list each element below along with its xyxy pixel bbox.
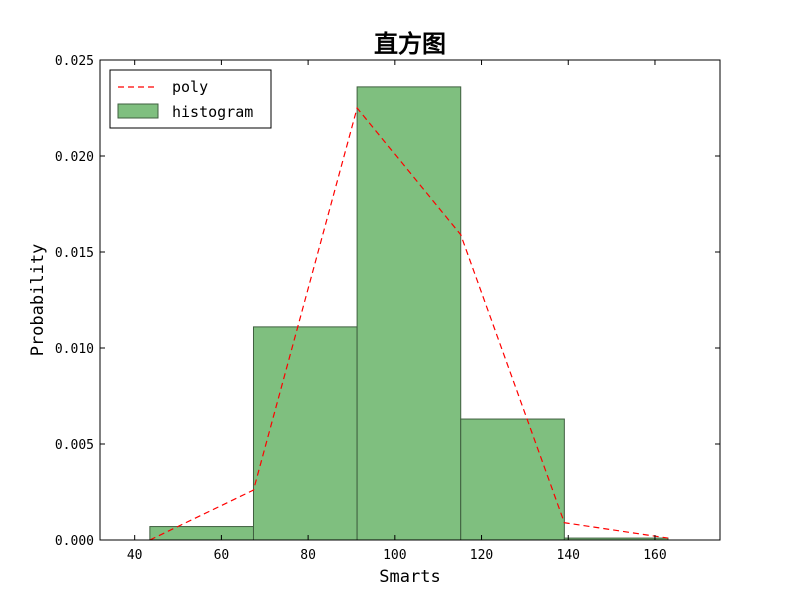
y-tick-label: 0.020 (55, 150, 94, 165)
ticks-layer: 40 60 80 100 120 140 160 0.000 0.005 0.010 0.015 0.… (55, 54, 720, 563)
legend: poly histogram (109, 69, 272, 129)
y-tick-label: 0.000 (55, 534, 94, 549)
histogram-bar-2 (252, 326, 358, 541)
x-tick-label: 140 (557, 548, 580, 563)
chart-title: 直方图 (374, 30, 446, 58)
x-tick-label: 80 (300, 548, 316, 563)
poly-layer (149, 106, 669, 541)
x-tick-label: 40 (127, 548, 143, 563)
y-tick-label: 0.010 (55, 342, 94, 357)
legend-histogram-swatch (117, 103, 159, 119)
y-axis-label: Probability (28, 244, 48, 357)
bars-layer (149, 86, 669, 541)
legend-poly-label: poly (172, 78, 208, 96)
y-tick-label: 0.005 (55, 438, 94, 453)
x-axis-label: Smarts (379, 567, 440, 587)
x-tick-label: 160 (643, 548, 666, 563)
histogram-bar-1 (149, 526, 254, 541)
x-tick-label: 100 (383, 548, 406, 563)
x-tick-label: 60 (214, 548, 230, 563)
y-tick-label: 0.025 (55, 54, 94, 69)
legend-histogram-label: histogram (172, 103, 253, 121)
histogram-bar-3 (356, 86, 462, 541)
histogram-bar-4 (460, 418, 565, 541)
x-tick-label: 120 (470, 548, 493, 563)
plot-frame (99, 59, 721, 541)
poly-line (149, 106, 669, 541)
y-tick-label: 0.015 (55, 246, 94, 261)
